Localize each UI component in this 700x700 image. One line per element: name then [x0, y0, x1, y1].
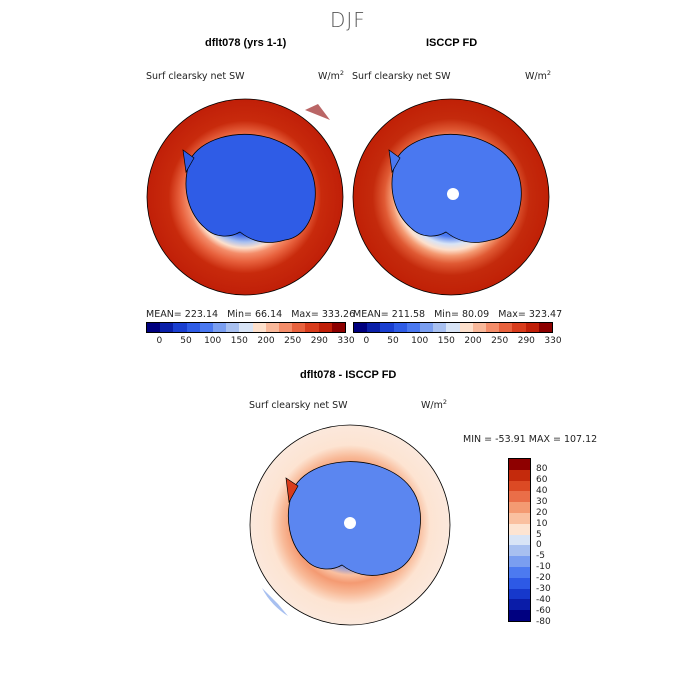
diff-colorbar-tick-label: -10 — [536, 562, 551, 573]
diff-colorbar-tick-label: 40 — [536, 485, 548, 496]
panel-2-colorbar-swatch — [420, 323, 434, 332]
diff-colorbar-swatch — [509, 599, 530, 611]
panel-1-colorbar-tick-label: 50 — [180, 336, 192, 346]
diff-colorbar-swatch — [509, 566, 530, 578]
panel-1-colorbar-swatch — [199, 323, 214, 332]
panel-1-colorbar-tick-label: 200 — [257, 336, 275, 346]
panel-1-colorbar-swatch — [160, 323, 174, 332]
panel-1-colorbar-swatch — [226, 323, 240, 332]
panel-1-colorbar-tick-label: 150 — [230, 336, 248, 346]
panel-2-colorbar-swatch — [406, 323, 421, 332]
diff-colorbar-tick-label: -20 — [536, 573, 551, 584]
panel-2-colorbar-swatch — [525, 323, 539, 332]
panel-1-colorbar-swatch — [265, 323, 280, 332]
panel-1-colorbar-swatch — [331, 323, 346, 332]
panel-1-colorbar — [146, 322, 346, 333]
diff-colorbar-tick-label: 0 — [536, 540, 542, 551]
panel-1-title: dflt078 (yrs 1-1) — [205, 37, 287, 49]
panel-1-colorbar-swatch — [305, 323, 319, 332]
panel-2-colorbar-tick-label: 150 — [437, 336, 455, 346]
panel-2-stats: MEAN= 211.58 Min= 80.09 Max= 323.47 — [353, 309, 563, 320]
diff-colorbar-swatch — [509, 491, 530, 503]
diff-colorbar-swatch — [509, 577, 530, 589]
panel-1-colorbar-swatch — [213, 323, 227, 332]
panel-1-colorbar-tick-label: 330 — [337, 336, 355, 346]
panel-2-colorbar-swatch — [446, 323, 460, 332]
panel-2-title: ISCCP FD — [426, 37, 478, 49]
diff-colorbar — [508, 458, 531, 622]
panel-1-variable: Surf clearsky net SW — [146, 71, 245, 82]
diff-colorbar-swatch — [509, 480, 530, 492]
panel-2-colorbar-swatch — [486, 323, 500, 332]
panel-2-colorbar-swatch — [512, 323, 526, 332]
panel-1-map — [146, 98, 344, 296]
panel-2-colorbar-tick-label: 200 — [464, 336, 482, 346]
panel-2-colorbar-swatch — [459, 323, 473, 332]
panel-1-colorbar-swatch — [173, 323, 187, 332]
panel-2-colorbar-swatch — [472, 323, 487, 332]
diff-colorbar-swatch — [509, 459, 530, 470]
diff-title: dflt078 - ISCCP FD — [300, 369, 397, 381]
panel-1-colorbar-swatch — [292, 323, 306, 332]
diff-colorbar-tick-label: -60 — [536, 606, 551, 617]
panel-2-colorbar-swatch — [433, 323, 447, 332]
diff-colorbar-swatch — [509, 523, 530, 535]
diff-map — [249, 424, 451, 626]
diff-colorbar-swatch — [509, 534, 530, 546]
diff-colorbar-tick-label: 30 — [536, 496, 548, 507]
panel-1-colorbar-swatch — [239, 323, 253, 332]
panel-1-colorbar-swatch — [186, 323, 200, 332]
season-title: DJF — [330, 8, 366, 32]
diff-colorbar-tick-label: 20 — [536, 507, 548, 518]
panel-2-colorbar-tick-label: 250 — [491, 336, 509, 346]
diff-colorbar-tick-label: 80 — [536, 463, 548, 474]
diff-colorbar-tick-label: 10 — [536, 518, 548, 529]
panel-2-map — [352, 98, 550, 296]
panel-1-colorbar-swatch — [147, 323, 161, 332]
diff-colorbar-tick-label: -80 — [536, 617, 551, 627]
diff-colorbar-tick-label: 60 — [536, 474, 548, 485]
panel-1-colorbar-tick-label: 290 — [310, 336, 328, 346]
panel-2-units: W/m2 — [525, 69, 551, 83]
diff-colorbar-swatch — [509, 469, 530, 481]
panel-2-colorbar-swatch — [538, 323, 553, 332]
panel-2-colorbar-tick-label: 330 — [544, 336, 562, 346]
panel-1-colorbar-tick-label: 100 — [204, 336, 222, 346]
panel-2-colorbar-swatch — [393, 323, 407, 332]
panel-2-colorbar-tick-label: 0 — [363, 336, 370, 346]
panel-2-variable: Surf clearsky net SW — [352, 71, 451, 82]
panel-2-colorbar — [353, 322, 553, 333]
panel-1-colorbar-tick-label: 0 — [156, 336, 163, 346]
diff-colorbar-tick-label: 5 — [536, 529, 542, 540]
panel-2-colorbar-swatch — [354, 323, 368, 332]
diff-colorbar-tick-label: -5 — [536, 551, 545, 562]
panel-1-stats: MEAN= 223.14 Min= 66.14 Max= 333.26 — [146, 309, 356, 320]
diff-units: W/m2 — [421, 398, 447, 412]
panel-1-colorbar-swatch — [318, 323, 332, 332]
diff-colorbar-swatch — [509, 610, 530, 621]
diff-minmax: MIN = -53.91 MAX = 107.12 — [463, 434, 598, 445]
panel-2-colorbar-swatch — [380, 323, 394, 332]
panel-2-colorbar-tick-label: 100 — [411, 336, 429, 346]
diff-variable: Surf clearsky net SW — [249, 400, 348, 411]
panel-2-colorbar-swatch — [499, 323, 513, 332]
diff-colorbar-swatch — [509, 588, 530, 600]
diff-colorbar-swatch — [509, 512, 530, 524]
panel-1-colorbar-swatch — [252, 323, 266, 332]
panel-2-colorbar-tick-label: 50 — [387, 336, 399, 346]
panel-1-units: W/m2 — [318, 69, 344, 83]
panel-1-colorbar-swatch — [279, 323, 293, 332]
panel-1-colorbar-tick-label: 250 — [284, 336, 302, 346]
diff-colorbar-tick-label: -40 — [536, 595, 551, 606]
diff-colorbar-swatch — [509, 556, 530, 567]
diff-colorbar-swatch — [509, 545, 530, 557]
panel-2-colorbar-swatch — [367, 323, 381, 332]
diff-colorbar-swatch — [509, 502, 530, 513]
diff-colorbar-tick-label: -30 — [536, 584, 551, 595]
panel-2-colorbar-tick-label: 290 — [517, 336, 535, 346]
